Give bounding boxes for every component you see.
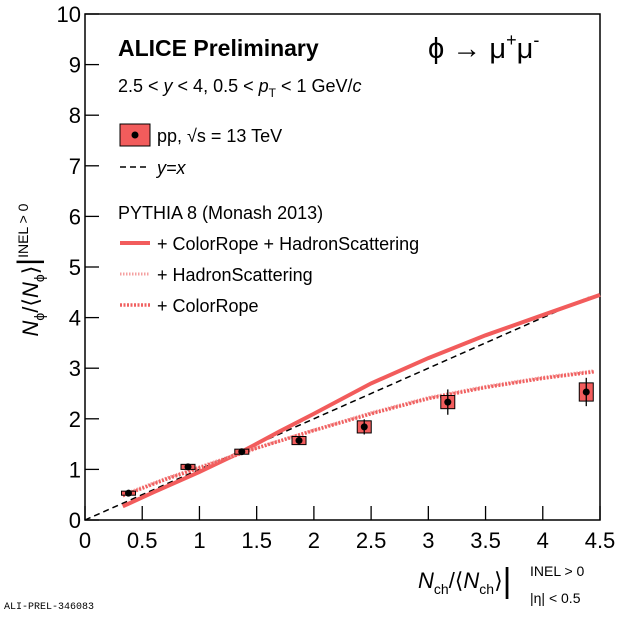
y-tick-label: 2 xyxy=(69,407,81,432)
x-tick-label: 0.5 xyxy=(127,528,158,553)
kin-part: 2.5 < xyxy=(118,76,164,96)
y-tick-label: 5 xyxy=(69,255,81,280)
process-part: + xyxy=(506,30,517,50)
data-point xyxy=(184,463,192,471)
process-part: μ xyxy=(517,33,534,65)
y-label-part: ϕ xyxy=(31,313,47,321)
x-tick-label: 1.5 xyxy=(241,528,272,553)
series-line xyxy=(121,292,601,509)
kin-part: T xyxy=(269,86,277,100)
data-point xyxy=(238,448,246,456)
x-tick-label: 4.5 xyxy=(585,528,616,553)
model-label: PYTHIA 8 (Monash 2013) xyxy=(118,203,323,223)
x-tick-label: 4 xyxy=(537,528,549,553)
kin-part: c xyxy=(353,76,362,96)
legend-data-dot xyxy=(131,131,139,139)
x-tick-label: 3.5 xyxy=(470,528,501,553)
x-tick-label: 2.5 xyxy=(356,528,387,553)
x-label-part: ⟩ xyxy=(494,568,503,593)
x-axis-title: Nch/⟨Nch⟩| xyxy=(418,562,512,600)
series-line xyxy=(122,370,595,498)
data-point xyxy=(124,489,132,497)
y-label-part: INEL > 0 xyxy=(15,203,31,258)
x-label-part: N xyxy=(418,568,434,593)
y-label-part: N xyxy=(18,282,43,298)
x-tick-label: 2 xyxy=(308,528,320,553)
x-label-part: | xyxy=(503,562,512,600)
x-tick-label: 0 xyxy=(79,528,91,553)
legend-label: pp, √s = 13 TeV xyxy=(157,126,282,146)
kin-part: p xyxy=(258,76,269,96)
data-point xyxy=(360,423,368,431)
y-label-part: | xyxy=(12,258,45,266)
series-line xyxy=(84,296,589,521)
x-label-sub: |η| < 0.5 xyxy=(530,590,581,606)
y-tick-label: 10 xyxy=(57,2,81,27)
kin-part: < 1 GeV/ xyxy=(276,76,353,96)
process-label: ϕ → μ+μ- xyxy=(428,30,539,65)
y-label-part: ⟩ xyxy=(18,266,43,275)
data-point xyxy=(582,388,590,396)
x-tick-label: 3 xyxy=(422,528,434,553)
x-label-part: ch xyxy=(434,581,449,597)
y-tick-label: 0 xyxy=(69,508,81,533)
y-tick-label: 8 xyxy=(69,103,81,128)
x-label-part: ch xyxy=(479,581,494,597)
y-tick-label: 1 xyxy=(69,457,81,482)
process-part: - xyxy=(533,30,539,50)
x-label-part: /⟨ xyxy=(449,568,464,593)
data-point xyxy=(444,398,452,406)
footer: ALI-PREL-346083 xyxy=(4,602,94,613)
legend-label: + ColorRope + HadronScattering xyxy=(157,234,419,254)
legend-label: + ColorRope xyxy=(157,296,259,316)
legend-label: + HadronScattering xyxy=(157,265,313,285)
y-tick-label: 9 xyxy=(69,53,81,78)
process-part: ϕ → μ xyxy=(428,33,506,65)
data-point xyxy=(295,437,303,445)
legend-label: y=x xyxy=(155,158,187,178)
chart-title: ALICE Preliminary xyxy=(118,35,319,61)
y-label-part: /⟨ xyxy=(18,298,43,313)
x-label-sup: INEL > 0 xyxy=(530,563,585,579)
y-label-part: ϕ xyxy=(31,274,47,282)
y-label-part: N xyxy=(18,320,43,336)
y-tick-label: 7 xyxy=(69,154,81,179)
kinematics-label: 2.5 < y < 4, 0.5 < pT < 1 GeV/c xyxy=(118,76,362,100)
y-tick-label: 6 xyxy=(69,204,81,229)
kin-part: y xyxy=(162,76,174,96)
kin-part: < 4, 0.5 < xyxy=(173,76,259,96)
y-axis-title: Nϕ/⟨Nϕ⟩|INEL > 0 xyxy=(12,203,47,336)
x-tick-label: 1 xyxy=(193,528,205,553)
y-tick-label: 4 xyxy=(69,306,81,331)
x-label-part: N xyxy=(463,568,479,593)
y-tick-label: 3 xyxy=(69,356,81,381)
